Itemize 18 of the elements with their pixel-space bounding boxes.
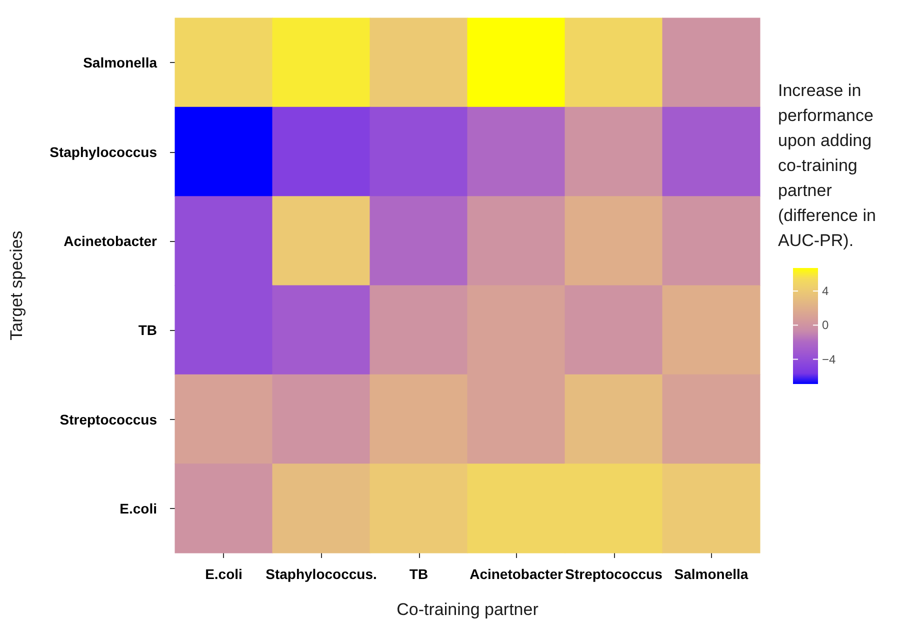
y-axis-title: Target species xyxy=(7,230,26,340)
x-axis-title: Co-training partner xyxy=(396,600,539,619)
x-tick-label: TB xyxy=(409,566,428,582)
y-tick-label: E.coli xyxy=(120,500,157,516)
legend-title: Increase in performance upon adding co-training partner (difference in AUC-PR). xyxy=(778,81,881,250)
x-tick-label: Salmonella xyxy=(674,566,748,582)
color-bar-label: −4 xyxy=(822,352,836,366)
y-tick-label: TB xyxy=(138,322,157,338)
x-tick-label: Acinetobacter xyxy=(470,566,564,582)
y-tick-label: Staphylococcus xyxy=(50,144,158,160)
y-tick-label: Salmonella xyxy=(83,54,158,71)
y-tick-label: Acinetobacter xyxy=(64,232,158,249)
y-tick-label: Streptococcus xyxy=(60,411,158,428)
x-tick-label: Staphylococcus. xyxy=(266,566,377,582)
color-bar-label: 4 xyxy=(822,284,829,298)
color-bar-label: 0 xyxy=(822,318,829,332)
x-tick-label: E.coli xyxy=(205,566,242,582)
x-tick-label: Streptococcus xyxy=(565,566,663,582)
